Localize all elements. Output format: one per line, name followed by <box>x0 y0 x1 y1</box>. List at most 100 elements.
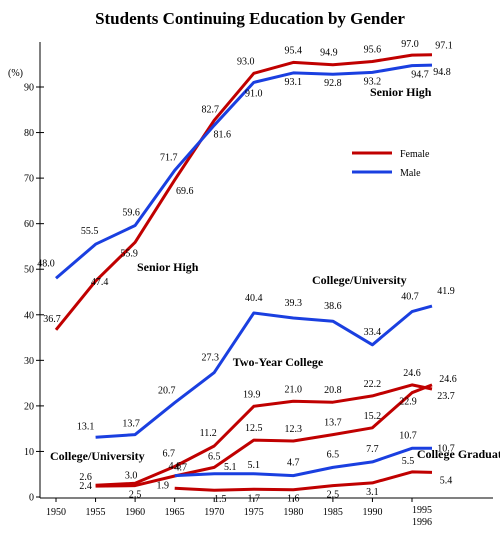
data-label-college-university-male: 33.4 <box>364 327 382 338</box>
y-tick-label: 40 <box>24 310 34 321</box>
data-label-college-graduate-male: 10.7 <box>437 443 455 454</box>
data-label-senior-high-female: 94.9 <box>320 48 338 59</box>
data-label-senior-high-female: 95.6 <box>364 45 382 56</box>
data-label-senior-high-female: 47.4 <box>91 277 109 288</box>
x-tick-label: 1990 <box>362 507 382 518</box>
data-label-college-university-male: 20.7 <box>158 386 176 397</box>
data-label-college-university-male: 41.9 <box>437 286 455 297</box>
data-label-college-university-female: 13.7 <box>324 418 342 429</box>
data-label-two-year-college-female: 6.7 <box>162 449 175 460</box>
x-tick-label: 1955 <box>86 507 106 518</box>
data-label-senior-high-female: 36.7 <box>43 314 61 325</box>
data-label-two-year-college-female: 21.0 <box>285 384 303 395</box>
data-label-senior-high-female: 97.0 <box>401 39 419 50</box>
x-tick-label: 1980 <box>283 507 303 518</box>
series-line-senior-high-female <box>54 53 433 331</box>
series-line-college-graduate-female <box>174 470 433 492</box>
data-label-senior-high-female: 82.7 <box>201 104 219 115</box>
legend: Female Male <box>352 149 430 179</box>
data-label-college-university-male: 27.3 <box>201 353 219 364</box>
data-label-two-year-college-female: 2.6 <box>79 472 92 483</box>
data-label-college-university-male: 13.1 <box>77 421 95 432</box>
senior-high-label-bottom: Senior High <box>137 260 199 274</box>
data-label-college-university-female: 6.5 <box>208 451 221 462</box>
data-label-senior-high-male: 71.7 <box>160 152 178 163</box>
x-tick-label: 1965 <box>165 507 185 518</box>
data-label-two-year-college-female: 22.2 <box>364 379 382 390</box>
series-line-college-graduate-male <box>174 446 432 478</box>
y-tick-label: 90 <box>24 83 34 94</box>
data-label-college-university-female: 24.6 <box>439 374 457 385</box>
data-label-two-year-college-female: 11.2 <box>200 428 217 439</box>
y-tick-label: 60 <box>24 219 34 230</box>
data-label-college-university-female: 12.3 <box>285 424 303 435</box>
legend-female-label: Female <box>400 149 430 160</box>
data-label-two-year-college-female: 20.8 <box>324 385 342 396</box>
data-label-college-university-male: 39.3 <box>285 298 303 309</box>
series-line-college-university-male <box>95 304 433 439</box>
data-label-college-university-male: 38.6 <box>324 301 342 312</box>
y-tick-label: 50 <box>24 265 34 276</box>
data-label-senior-high-male: 59.6 <box>122 208 140 219</box>
senior-high-label-top: Senior High <box>370 85 432 99</box>
data-label-senior-high-female: 95.4 <box>285 45 303 56</box>
data-label-senior-high-male: 91.0 <box>245 88 263 99</box>
data-label-college-graduate-female: 1.6 <box>287 494 300 505</box>
legend-male-label: Male <box>400 168 421 179</box>
chart-title: Students Continuing Education by Gender <box>95 9 405 28</box>
college-university-label-top: College/University <box>312 273 407 287</box>
data-label-college-graduate-male: 5.1 <box>224 462 237 473</box>
data-label-senior-high-male: 93.2 <box>364 76 382 87</box>
data-label-senior-high-female: 69.6 <box>176 186 194 197</box>
y-tick-label: 30 <box>24 356 34 367</box>
data-label-senior-high-female: 55.9 <box>120 248 138 259</box>
data-label-college-graduate-male: 5.1 <box>248 460 261 471</box>
data-label-college-graduate-female: 1.9 <box>156 480 169 491</box>
data-label-college-graduate-male: 4.7 <box>287 458 300 469</box>
y-tick-label: 10 <box>24 447 34 458</box>
data-label-college-university-male: 40.4 <box>245 293 263 304</box>
x-tick-label: 1995 <box>412 505 432 516</box>
data-label-college-university-female: 4.6 <box>168 461 181 472</box>
two-year-college-label: Two-Year College <box>233 355 324 369</box>
y-tick-label: 20 <box>24 401 34 412</box>
data-label-two-year-college-female: 24.6 <box>403 368 421 379</box>
data-label-college-university-female: 12.5 <box>245 423 263 434</box>
data-label-college-graduate-female: 2.5 <box>327 490 340 501</box>
x-tick-label: 1950 <box>46 507 66 518</box>
x-tick-label: 1970 <box>204 507 224 518</box>
data-label-senior-high-male: 93.1 <box>285 77 303 88</box>
data-label-two-year-college-female: 3.0 <box>125 470 138 481</box>
data-label-college-graduate-female: 5.5 <box>402 456 415 467</box>
data-label-senior-high-male: 94.7 <box>411 70 429 81</box>
data-label-senior-high-male: 94.8 <box>433 67 451 78</box>
series-line-college-university-female <box>95 383 433 488</box>
data-label-senior-high-female: 97.1 <box>435 41 453 52</box>
x-tick-label: 1985 <box>323 507 343 518</box>
data-label-college-university-female: 2.5 <box>129 490 142 501</box>
data-label-senior-high-male: 48.0 <box>37 258 55 269</box>
data-label-college-university-male: 13.7 <box>122 419 140 430</box>
data-label-college-university-female: 22.9 <box>399 397 417 408</box>
x-tick-label: 1996 <box>412 517 432 528</box>
data-label-college-university-female: 15.2 <box>364 411 382 422</box>
college-graduate-label: College Graduate <box>417 447 500 461</box>
data-label-college-university-male: 40.7 <box>401 292 419 303</box>
series-line-senior-high-male <box>55 63 433 280</box>
data-label-senior-high-male: 92.8 <box>324 78 342 89</box>
data-label-college-graduate-female: 5.4 <box>440 475 453 486</box>
data-label-college-graduate-female: 1.7 <box>248 493 261 504</box>
data-label-college-graduate-male: 6.5 <box>327 449 340 460</box>
y-axis-unit-label: (%) <box>8 68 23 79</box>
data-label-senior-high-female: 93.0 <box>237 56 255 67</box>
data-label-college-graduate-female: 1.5 <box>214 494 227 505</box>
college-university-label-bottom: College/University <box>50 449 145 463</box>
data-label-college-graduate-male: 10.7 <box>399 430 417 441</box>
series-line-two-year-college-female <box>95 383 433 487</box>
data-label-two-year-college-female: 23.7 <box>437 391 455 402</box>
y-tick-label: 80 <box>24 128 34 139</box>
x-tick-label: 1975 <box>244 507 264 518</box>
data-label-college-graduate-female: 3.1 <box>366 487 379 498</box>
